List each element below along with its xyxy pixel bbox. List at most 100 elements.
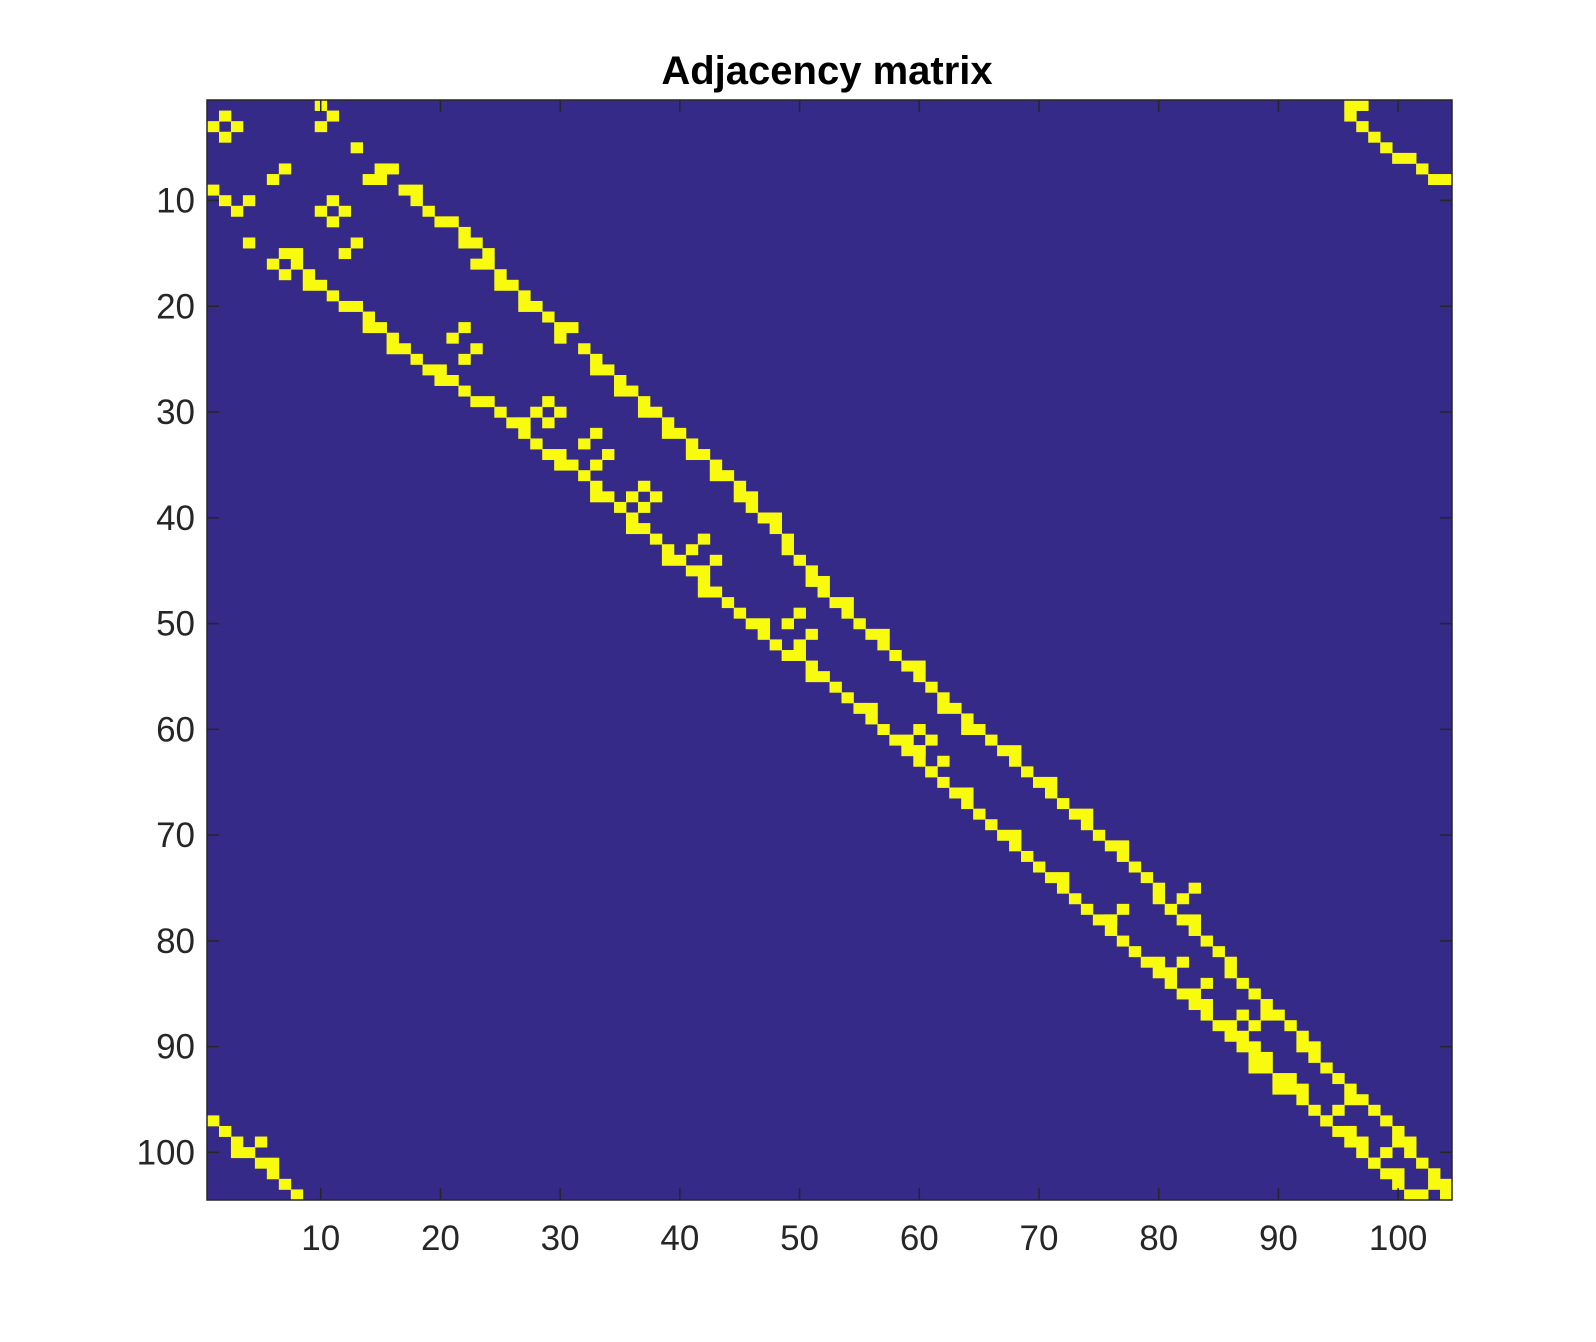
matrix-cell — [1380, 1115, 1393, 1127]
matrix-cell — [1009, 840, 1022, 852]
matrix-cell — [494, 406, 507, 418]
matrix-cell — [1021, 850, 1034, 862]
matrix-cell — [1272, 1083, 1285, 1095]
matrix-cell — [1116, 935, 1130, 947]
y-tick-label: 20 — [156, 287, 195, 326]
matrix-cell — [1296, 1083, 1309, 1095]
matrix-cell — [1320, 1115, 1333, 1127]
matrix-cell — [230, 1147, 244, 1159]
y-tick-label: 100 — [137, 1133, 195, 1172]
matrix-cell — [961, 798, 974, 810]
matrix-cell — [446, 216, 459, 228]
matrix-cell — [841, 692, 854, 704]
matrix-cell — [1404, 152, 1417, 164]
matrix-cell — [661, 544, 675, 556]
matrix-cell — [566, 322, 579, 334]
matrix-cell — [961, 713, 974, 725]
matrix-cell — [913, 755, 926, 767]
matrix-cell — [649, 533, 663, 545]
matrix-cell — [829, 597, 842, 609]
matrix-cell — [1320, 1062, 1333, 1074]
matrix-cell — [937, 702, 950, 714]
matrix-cell — [901, 745, 914, 757]
matrix-cell — [1248, 1051, 1261, 1063]
matrix-cell — [1164, 977, 1178, 989]
matrix-cell — [997, 829, 1010, 841]
matrix-cell — [1392, 1136, 1405, 1148]
matrix-cell — [1188, 914, 1201, 926]
matrix-cell — [1092, 914, 1106, 926]
matrix-cell — [1152, 967, 1166, 979]
matrix-cell — [697, 533, 711, 545]
matrix-cell — [374, 163, 387, 175]
matrix-cell — [721, 597, 735, 609]
matrix-cell — [1116, 903, 1130, 915]
matrix-cell — [1356, 1136, 1369, 1148]
matrix-cell — [1200, 1009, 1213, 1021]
y-tick-label: 60 — [156, 710, 195, 749]
matrix-cell — [278, 163, 292, 175]
matrix-cell — [637, 406, 651, 418]
matrix-cell — [889, 734, 902, 746]
matrix-cell — [1104, 914, 1118, 926]
matrix-cell — [398, 184, 411, 196]
matrix-cell — [242, 1147, 256, 1159]
matrix-cell — [805, 628, 818, 640]
matrix-cell — [1416, 163, 1429, 175]
matrix-cell — [973, 808, 986, 820]
matrix-cell — [1356, 100, 1369, 111]
matrix-cell — [362, 311, 375, 323]
matrix-cell — [1033, 776, 1046, 788]
matrix-cell — [578, 470, 591, 482]
matrix-cell — [218, 131, 232, 143]
matrix-cell — [913, 660, 926, 672]
matrix-cell — [1224, 956, 1237, 968]
matrix-cell — [1044, 872, 1058, 884]
matrix-cell — [877, 724, 890, 736]
matrix-cell — [853, 702, 866, 714]
matrix-cell — [625, 512, 639, 524]
matrix-cell — [207, 1115, 220, 1127]
y-tick-label: 30 — [156, 393, 195, 432]
matrix-cell — [434, 375, 447, 386]
matrix-cell — [1392, 1178, 1405, 1190]
matrix-cell — [218, 110, 232, 122]
matrix-cell — [350, 300, 364, 312]
matrix-cell — [805, 660, 818, 672]
matrix-cell — [1260, 1009, 1273, 1021]
matrix-cell — [949, 787, 962, 799]
matrix-cell — [1272, 1073, 1285, 1085]
matrix-cell — [614, 385, 627, 397]
matrix-cell — [757, 618, 771, 630]
matrix-cell — [290, 1189, 304, 1201]
matrix-cell — [1368, 1157, 1381, 1169]
matrix-cell — [913, 724, 926, 736]
matrix-cell — [793, 639, 806, 651]
matrix-cell — [1332, 1125, 1345, 1137]
x-tick-label: 10 — [301, 1219, 340, 1258]
matrix-cell — [1344, 1094, 1357, 1106]
matrix-cell — [1404, 1189, 1417, 1201]
matrix-cell — [1428, 1178, 1441, 1190]
matrix-cell — [278, 269, 292, 281]
y-tick-label: 50 — [156, 605, 195, 644]
matrix-cell — [434, 216, 447, 228]
matrix-cell — [494, 279, 507, 291]
matrix-cell — [290, 258, 304, 270]
x-tick-label: 60 — [900, 1219, 939, 1258]
matrix-cell — [1224, 967, 1237, 979]
matrix-cell — [709, 470, 723, 482]
matrix-cell — [590, 353, 603, 365]
matrix-cell — [1272, 1009, 1285, 1021]
matrix-cell — [1176, 956, 1190, 968]
matrix-cell — [1080, 819, 1094, 831]
matrix-cell — [1152, 893, 1166, 905]
matrix-cell — [1056, 798, 1070, 810]
matrix-cell — [482, 258, 495, 270]
matrix-cell — [709, 554, 723, 566]
matrix-cell — [1176, 988, 1190, 1000]
matrix-cell — [434, 364, 447, 376]
matrix-cell — [326, 216, 340, 228]
matrix-cell — [1092, 829, 1106, 841]
matrix-cell — [817, 671, 830, 683]
